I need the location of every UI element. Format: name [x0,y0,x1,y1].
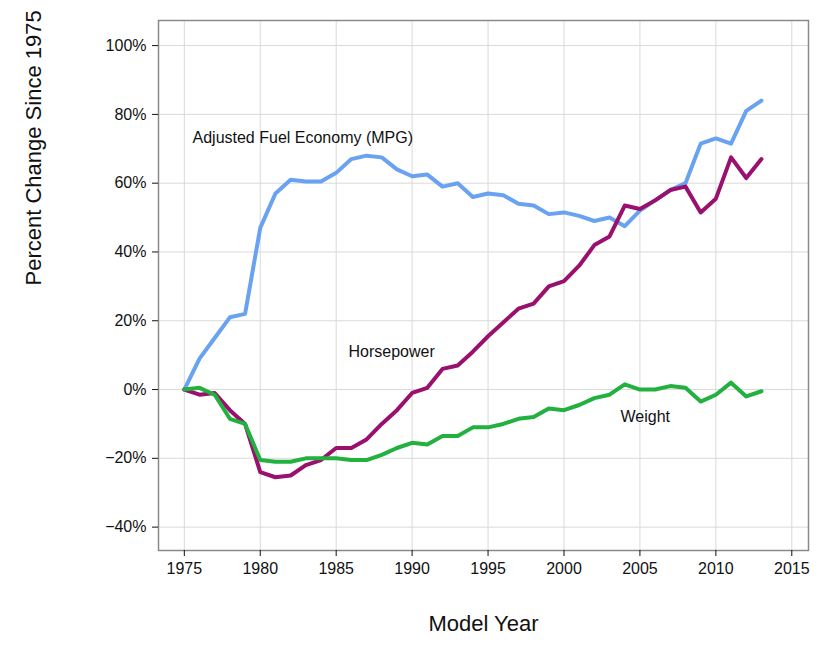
svg-text:2005: 2005 [622,560,658,577]
svg-text:Percent Change Since 1975: Percent Change Since 1975 [21,10,46,285]
svg-text:Adjusted Fuel Economy (MPG): Adjusted Fuel Economy (MPG) [193,129,414,146]
svg-text:1975: 1975 [167,560,203,577]
svg-text:0%: 0% [123,381,146,398]
svg-text:100%: 100% [106,37,147,54]
svg-text:Horsepower: Horsepower [349,343,436,360]
svg-text:2010: 2010 [698,560,734,577]
svg-text:60%: 60% [114,174,146,191]
svg-text:−20%: −20% [105,449,146,466]
svg-text:−40%: −40% [105,518,146,535]
svg-text:1985: 1985 [318,560,354,577]
svg-text:80%: 80% [114,106,146,123]
svg-text:2000: 2000 [546,560,582,577]
svg-text:20%: 20% [114,312,146,329]
svg-text:2015: 2015 [774,560,810,577]
svg-text:1990: 1990 [394,560,430,577]
svg-text:40%: 40% [114,243,146,260]
svg-text:Model Year: Model Year [428,611,538,636]
svg-text:1995: 1995 [470,560,506,577]
svg-text:Weight: Weight [621,408,671,425]
svg-text:1980: 1980 [242,560,278,577]
